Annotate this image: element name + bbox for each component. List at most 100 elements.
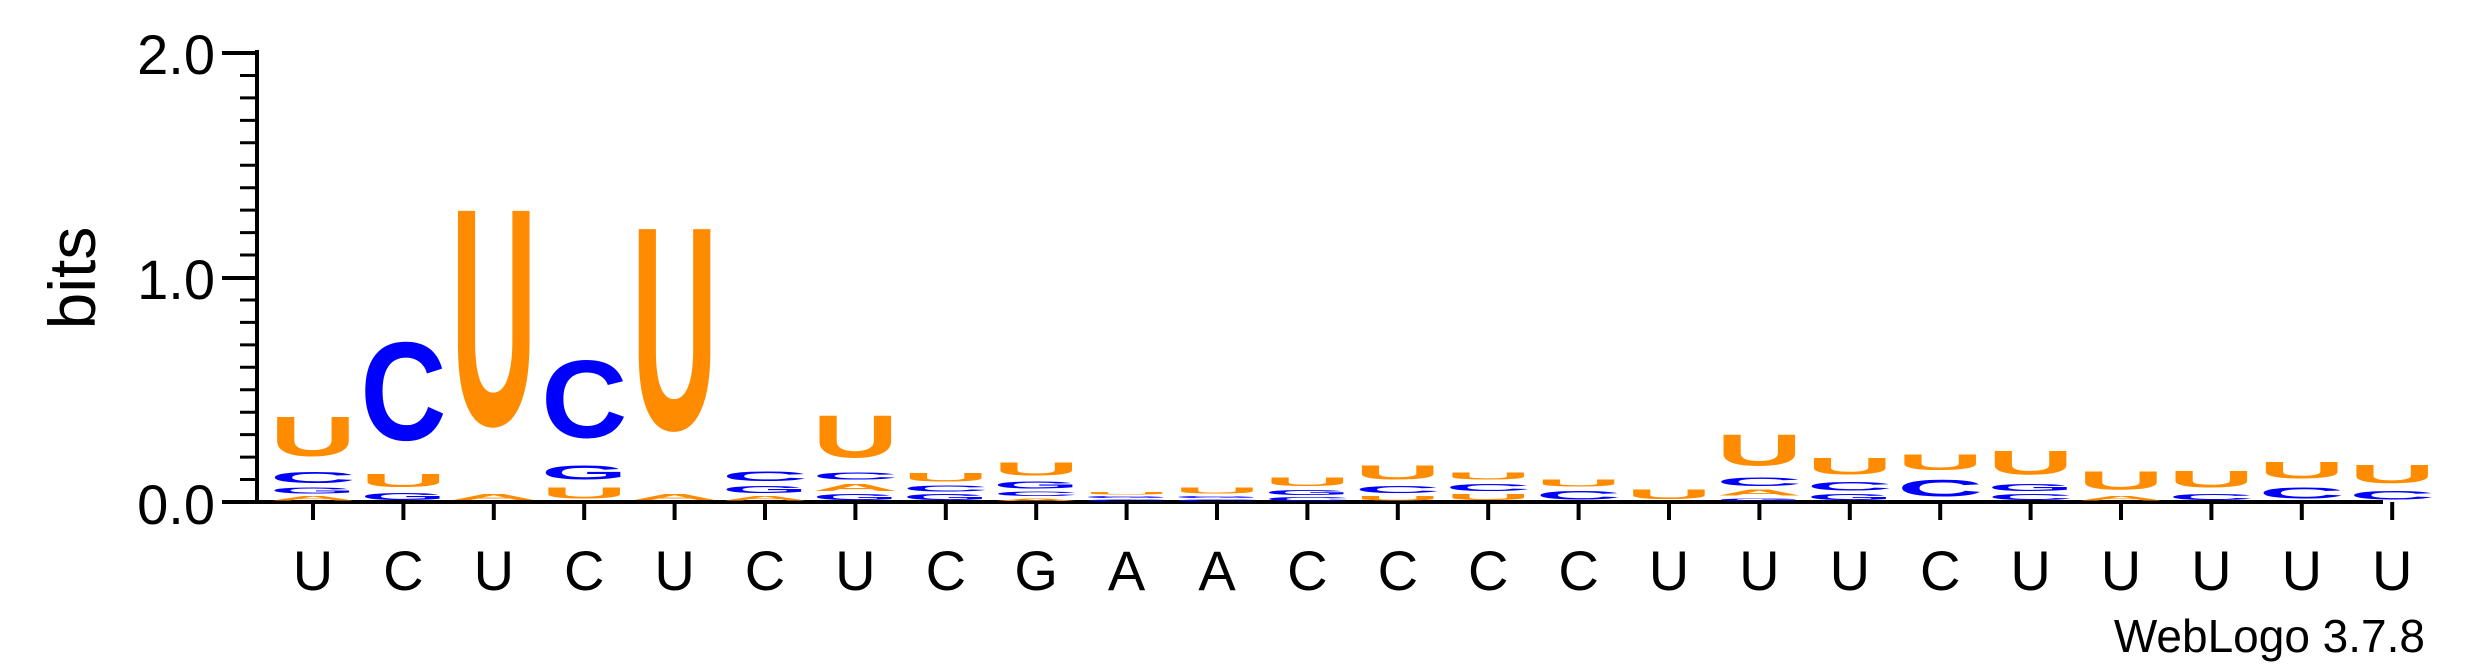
y-axis-label: bits xyxy=(35,227,109,330)
logo-letter-U: U xyxy=(1897,450,1983,475)
y-tick-label-2: 2.0 xyxy=(137,23,215,86)
logo-letter-A: A xyxy=(993,498,1079,502)
letter-stacks: AGCUGUCAUUGCAUAGCGACUGCUACGUCGUCGUCGUUCU… xyxy=(270,143,2435,502)
logo-letter-U: U xyxy=(270,405,356,468)
logo-letter-U: U xyxy=(1626,486,1712,502)
logo-letter-U: U xyxy=(2259,457,2345,484)
consensus-label-24: U xyxy=(2372,539,2412,602)
consensus-label-14: C xyxy=(1468,539,1508,602)
logo-letter-G: G xyxy=(1716,497,1802,502)
x-ticks xyxy=(311,502,2395,520)
consensus-label-4: C xyxy=(564,539,604,602)
logo-letter-U: U xyxy=(451,143,537,490)
logo-letter-U: U xyxy=(2349,460,2435,489)
consensus-label-17: U xyxy=(1739,539,1779,602)
logo-letter-C: C xyxy=(1264,496,1350,502)
logo-letter-U: U xyxy=(632,167,718,492)
logo-letter-G: G xyxy=(993,480,1079,491)
logo-letter-C: C xyxy=(270,468,356,486)
logo-letter-U: U xyxy=(1355,462,1441,484)
y-tick-label-0: 0.0 xyxy=(137,473,215,536)
logo-letter-C: C xyxy=(360,312,446,469)
logo-letter-G: G xyxy=(812,493,898,502)
logo-letter-G: G xyxy=(722,484,808,495)
consensus-label-3: U xyxy=(474,539,514,602)
consensus-label-13: C xyxy=(1378,539,1418,602)
consensus-label-16: U xyxy=(1649,539,1689,602)
logo-letter-U: U xyxy=(1355,495,1441,502)
consensus-label-22: U xyxy=(2191,539,2231,602)
consensus-label-15: C xyxy=(1558,539,1598,602)
logo-letter-U: U xyxy=(1536,477,1622,488)
logo-letter-C: C xyxy=(2349,488,2435,502)
logo-letter-C: C xyxy=(1807,479,1893,493)
logo-letter-C: C xyxy=(541,338,627,461)
consensus-label-2: C xyxy=(383,539,423,602)
consensus-label-21: U xyxy=(2101,539,2141,602)
logo-letter-U: U xyxy=(993,459,1079,479)
consensus-label-5: U xyxy=(654,539,694,602)
logo-letter-C: C xyxy=(722,468,808,484)
consensus-label-20: U xyxy=(2010,539,2050,602)
logo-letter-C: C xyxy=(1536,488,1622,502)
logo-letter-U: U xyxy=(1988,444,2074,482)
logo-letter-G: G xyxy=(360,491,446,502)
logo-letter-A: A xyxy=(2078,495,2164,502)
logo-letter-G: G xyxy=(1084,495,1170,498)
y-axis: 2.0 1.0 0.0 bits xyxy=(35,23,259,536)
logo-letter-U: U xyxy=(2078,466,2164,495)
logo-letter-G: G xyxy=(1807,493,1893,502)
logo-letter-A: A xyxy=(722,495,808,502)
logo-letter-U: U xyxy=(1084,491,1170,495)
logo-letter-C: C xyxy=(2168,493,2254,502)
y-tick-label-1: 1.0 xyxy=(137,248,215,311)
logo-letter-C: C xyxy=(993,491,1079,498)
logo-letter-G: G xyxy=(1988,482,2074,493)
weblogo-credit: WebLogo 3.7.8 xyxy=(2114,610,2425,662)
logo-letter-G: G xyxy=(270,486,356,495)
logo-letter-U: U xyxy=(541,484,627,502)
logo-letter-U: U xyxy=(1445,493,1531,502)
logo-letter-U: U xyxy=(1807,453,1893,480)
logo-letter-C: C xyxy=(1897,475,1983,502)
logo-letter-A: A xyxy=(1716,489,1802,498)
logo-letter-A: A xyxy=(270,495,356,502)
logo-letter-G: G xyxy=(903,493,989,502)
logo-letter-U: U xyxy=(2168,466,2254,493)
logo-letter-U: U xyxy=(1174,486,1260,495)
consensus-label-7: U xyxy=(835,539,875,602)
consensus-label-8: C xyxy=(926,539,966,602)
consensus-label-10: A xyxy=(1108,539,1146,602)
logo-letter-C: C xyxy=(812,471,898,482)
consensus-label-12: C xyxy=(1287,539,1327,602)
logo-letter-U: U xyxy=(360,471,446,491)
logo-letter-C: C xyxy=(1716,475,1802,489)
logo-letter-G: G xyxy=(1264,488,1350,496)
logo-letter-C: C xyxy=(903,484,989,493)
logo-letter-C: C xyxy=(1174,499,1260,502)
logo-letter-A: A xyxy=(812,482,898,493)
logo-letter-U: U xyxy=(1716,426,1802,475)
consensus-label-18: U xyxy=(1830,539,1870,602)
logo-letter-C: C xyxy=(1355,484,1441,495)
logo-letter-A: A xyxy=(451,493,537,502)
logo-letter-C: C xyxy=(2259,484,2345,502)
consensus-label-11: A xyxy=(1198,539,1236,602)
logo-letter-C: C xyxy=(1084,499,1170,502)
logo-letter-U: U xyxy=(812,403,898,470)
consensus-label-23: U xyxy=(2282,539,2322,602)
logo-letter-C: C xyxy=(1445,482,1531,493)
logo-letter-G: G xyxy=(541,461,627,483)
logo-letter-U: U xyxy=(1264,475,1350,489)
consensus-label-19: C xyxy=(1920,539,1960,602)
logo-letter-C: C xyxy=(1988,493,2074,502)
logo-letter-G: G xyxy=(1174,495,1260,498)
logo-letter-U: U xyxy=(1445,471,1531,482)
consensus-label-6: C xyxy=(745,539,785,602)
logo-letter-U: U xyxy=(903,470,989,484)
logo-letter-A: A xyxy=(632,493,718,502)
consensus-label-9: G xyxy=(1014,539,1058,602)
consensus-label-1: U xyxy=(293,539,333,602)
